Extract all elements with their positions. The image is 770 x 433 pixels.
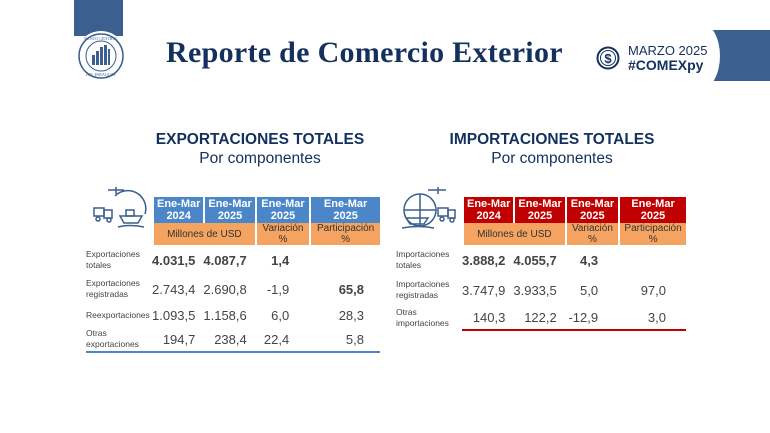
bcp-logo: BANCO CENTRAL DEL PARAGUAY (76, 31, 126, 81)
subheader-millions: Millones de USD (152, 223, 255, 245)
report-date-block: MARZO 2025 #COMEXpy (628, 43, 707, 73)
col-header: Ene-Mar 2025 (254, 197, 310, 223)
table-row: Exportaciones registradas 2.743,4 2.690,… (86, 278, 364, 299)
exports-title-block: EXPORTACIONES TOTALES Por componentes (120, 130, 400, 168)
trade-logistics-icon (93, 187, 147, 228)
subheader-variation: Variación % (254, 223, 310, 245)
exports-table: Ene-Mar 2024 Ene-Mar 2025 Ene-Mar 2025 Ene-… (86, 197, 380, 353)
dollar-coin-icon: $ (596, 46, 620, 75)
trade-logistics-icon (401, 187, 456, 229)
table-subheader-row: Millones de USD Variación % Participació… (396, 223, 686, 245)
table-row: Importaciones registradas 3.747,9 3.933,… (396, 279, 666, 300)
subheader-variation: Variación % (564, 223, 619, 245)
table-row: Reexportaciones 1.093,5 1.158,6 6,0 28,3 (86, 307, 364, 323)
table-subheader-row: Millones de USD Variación % Participació… (86, 223, 380, 245)
imports-table: Ene-Mar 2024 Ene-Mar 2025 Ene-Mar 2025 Ene-… (396, 197, 686, 331)
imports-title: IMPORTACIONES TOTALES (449, 131, 655, 148)
col-header: Ene-Mar 2025 (564, 197, 619, 223)
hashtag: #COMEXpy (628, 57, 704, 73)
table-row: Otras exportaciones 194,7 238,4 22,4 5,8 (86, 327, 380, 353)
page-title: Reporte de Comercio Exterior (166, 36, 563, 69)
report-date: MARZO 2025 (628, 43, 708, 58)
subheader-millions: Millones de USD (462, 223, 565, 245)
imports-title-block: IMPORTACIONES TOTALES Por componentes (412, 130, 692, 168)
svg-text:$: $ (604, 51, 612, 66)
col-header: Ene-Mar 2025 (513, 197, 565, 223)
table-row: Exportaciones totales 4.031,5 4.087,7 1,… (86, 249, 290, 270)
svg-text:BANCO CENTRAL: BANCO CENTRAL (84, 36, 118, 41)
col-header: Ene-Mar 2024 (152, 197, 204, 223)
subheader-share: Participación % (618, 223, 686, 245)
exports-subtitle: Por componentes (199, 150, 321, 167)
svg-text:DEL PARAGUAY: DEL PARAGUAY (86, 72, 116, 77)
col-header: Ene-Mar 2025 (309, 197, 380, 223)
table-header-row: Ene-Mar 2024 Ene-Mar 2025 Ene-Mar 2025 Ene-… (86, 197, 380, 223)
table-row: Otras importaciones 140,3 122,2 -12,9 3,… (396, 305, 686, 331)
exports-title: EXPORTACIONES TOTALES (155, 131, 365, 148)
col-header: Ene-Mar 2025 (203, 197, 255, 223)
subheader-share: Participación % (309, 223, 380, 245)
table-row: Importaciones totales 3.888,2 4.055,7 4,… (396, 249, 599, 270)
col-header: Ene-Mar 2025 (618, 197, 686, 223)
imports-subtitle: Por componentes (491, 150, 613, 167)
header-tab (74, 0, 123, 36)
col-header: Ene-Mar 2024 (462, 197, 514, 223)
table-header-row: Ene-Mar 2024 Ene-Mar 2025 Ene-Mar 2025 Ene-… (396, 197, 686, 223)
